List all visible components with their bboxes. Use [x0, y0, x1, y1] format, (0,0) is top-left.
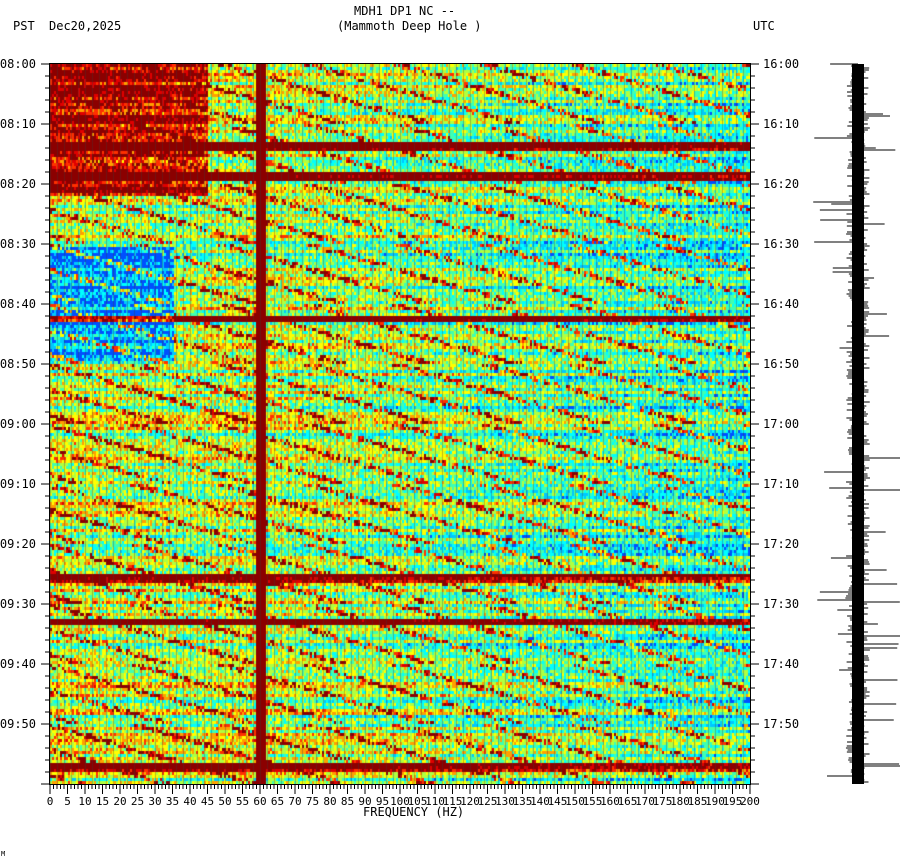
- station-title: MDH1 DP1 NC --: [354, 4, 456, 18]
- x-tick-label: 170: [635, 795, 655, 808]
- x-tick-label: 65: [271, 795, 284, 808]
- y-left-tick-label: 08:40: [0, 297, 36, 311]
- y-left-tick-label: 08:30: [0, 237, 36, 251]
- y-right-tick-label: 17:50: [763, 717, 799, 731]
- x-tick-label: 15: [96, 795, 109, 808]
- x-tick-label: 185: [688, 795, 708, 808]
- y-right-tick-label: 16:20: [763, 177, 799, 191]
- x-tick-label: 180: [670, 795, 690, 808]
- x-tick-label: 95: [376, 795, 389, 808]
- right-timezone: UTC: [753, 19, 775, 33]
- x-tick-label: 115: [443, 795, 463, 808]
- x-tick-label: 40: [183, 795, 196, 808]
- y-left-tick-label: 09:30: [0, 597, 36, 611]
- y-left-tick-label: 09:50: [0, 717, 36, 731]
- x-tick-label: 110: [425, 795, 445, 808]
- y-left-tick-label: 09:20: [0, 537, 36, 551]
- y-left-tick-label: 08:10: [0, 117, 36, 131]
- x-tick-label: 195: [723, 795, 743, 808]
- x-tick-label: 100: [390, 795, 410, 808]
- x-tick-label: 120: [460, 795, 480, 808]
- plot-frame: [49, 63, 751, 785]
- x-tick-label: 5: [64, 795, 71, 808]
- x-tick-label: 90: [358, 795, 371, 808]
- x-tick-label: 150: [565, 795, 585, 808]
- y-left-tick-label: 09:10: [0, 477, 36, 491]
- x-tick-label: 50: [218, 795, 231, 808]
- footer-mark: M: [1, 850, 6, 858]
- y-right-tick-label: 16:10: [763, 117, 799, 131]
- x-tick-label: 130: [495, 795, 515, 808]
- x-tick-label: 200: [740, 795, 760, 808]
- x-tick-label: 85: [341, 795, 354, 808]
- x-tick-label: 155: [583, 795, 603, 808]
- y-left-tick-label: 08:50: [0, 357, 36, 371]
- x-tick-label: 70: [288, 795, 301, 808]
- left-timezone: PST: [13, 19, 35, 33]
- x-tick-label: 25: [131, 795, 144, 808]
- x-tick-label: 30: [148, 795, 161, 808]
- x-tick-label: 80: [323, 795, 336, 808]
- x-tick-label: 75: [306, 795, 319, 808]
- x-tick-label: 190: [705, 795, 725, 808]
- x-tick-label: 140: [530, 795, 550, 808]
- x-tick-label: 125: [478, 795, 498, 808]
- date-label: Dec20,2025: [49, 19, 122, 33]
- y-left-tick-label: 09:40: [0, 657, 36, 671]
- y-left-tick-label: 08:00: [0, 57, 36, 71]
- x-tick-label: 175: [653, 795, 673, 808]
- y-right-tick-label: 17:20: [763, 537, 799, 551]
- y-left-tick-label: 08:20: [0, 177, 36, 191]
- spectrogram-heatmap: [50, 64, 750, 784]
- y-right-tick-label: 17:30: [763, 597, 799, 611]
- x-tick-label: 160: [600, 795, 620, 808]
- x-tick-label: 35: [166, 795, 179, 808]
- x-tick-label: 105: [408, 795, 428, 808]
- y-right-tick-label: 16:50: [763, 357, 799, 371]
- x-tick-label: 45: [201, 795, 214, 808]
- x-tick-label: 60: [253, 795, 266, 808]
- x-tick-label: 20: [113, 795, 126, 808]
- x-tick-label: 0: [47, 795, 54, 808]
- station-name: (Mammoth Deep Hole ): [337, 19, 482, 33]
- y-right-tick-label: 17:00: [763, 417, 799, 431]
- y-right-tick-label: 16:00: [763, 57, 799, 71]
- y-right-tick-label: 16:30: [763, 237, 799, 251]
- x-tick-label: 165: [618, 795, 638, 808]
- seismogram-trace: [813, 63, 900, 784]
- x-tick-label: 135: [513, 795, 533, 808]
- y-right-tick-label: 17:10: [763, 477, 799, 491]
- x-axis-label: FREQUENCY (HZ): [363, 805, 465, 819]
- y-left-tick-label: 09:00: [0, 417, 36, 431]
- x-tick-label: 145: [548, 795, 568, 808]
- x-tick-label: 10: [78, 795, 91, 808]
- y-right-tick-label: 17:40: [763, 657, 799, 671]
- y-right-tick-label: 16:40: [763, 297, 799, 311]
- x-tick-label: 55: [236, 795, 249, 808]
